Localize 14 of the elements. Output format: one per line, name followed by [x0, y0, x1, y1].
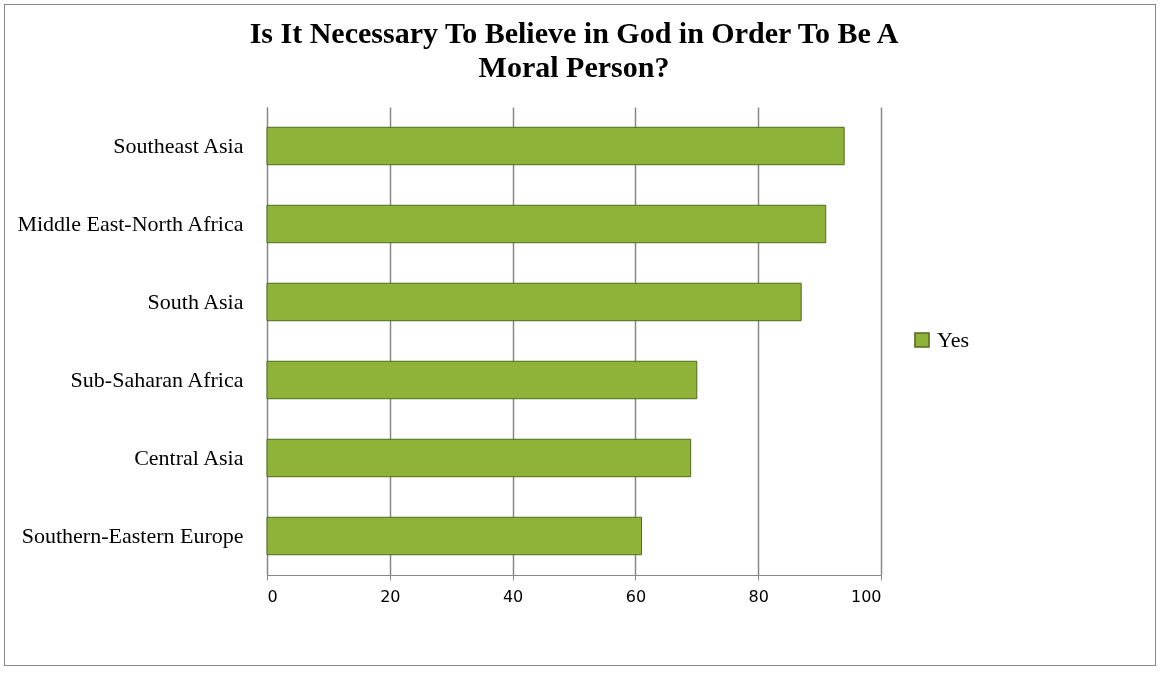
- chart-title: Is It Necessary To Believe in God in Order To Be A Moral Person?: [249, 16, 899, 83]
- y-tick-label: Southeast Asia: [113, 133, 244, 158]
- x-tick-label: 60: [625, 586, 647, 606]
- x-tick-label: 0: [267, 586, 278, 606]
- y-tick-label: Middle East-North Africa: [17, 211, 244, 236]
- x-tick-label: 20: [380, 586, 401, 606]
- y-tick-label: South Asia: [147, 289, 244, 314]
- y-tick-label: Southern-Eastern Europe: [21, 523, 244, 548]
- x-tick-label: 80: [748, 586, 769, 606]
- x-tick-label: 40: [502, 586, 524, 606]
- y-tick-label: Sub-Saharan Africa: [70, 367, 244, 392]
- legend-label: Yes: [937, 327, 970, 352]
- y-tick-label: Central Asia: [134, 445, 244, 470]
- x-tick-label: 100: [850, 586, 882, 606]
